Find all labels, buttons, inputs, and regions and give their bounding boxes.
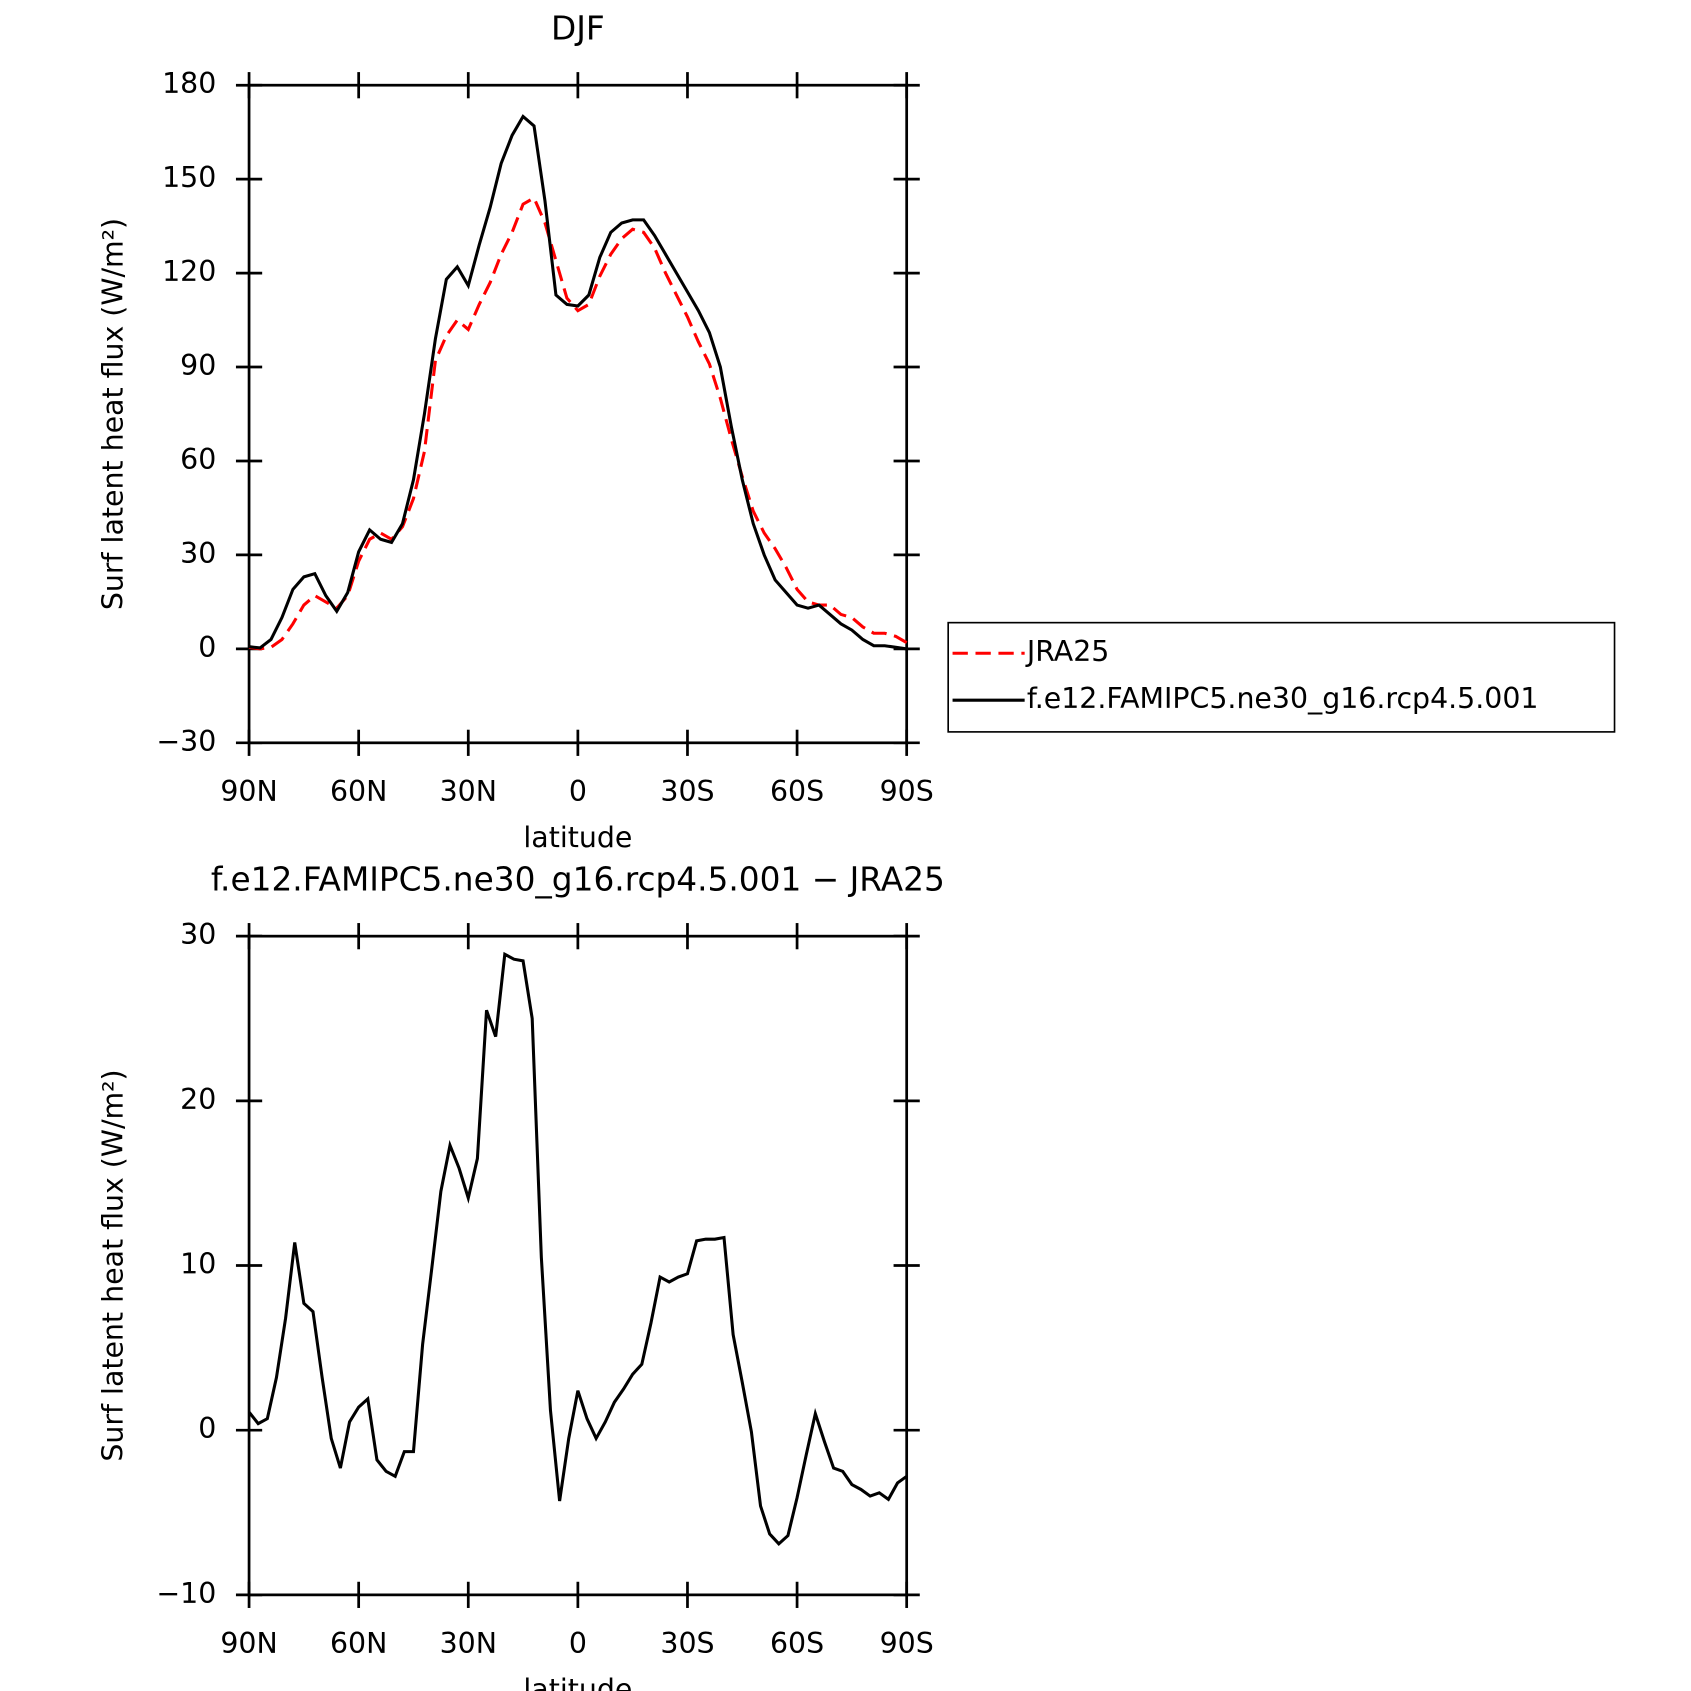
x-tick-label: 60S — [770, 1627, 824, 1660]
legend-label: JRA25 — [1025, 635, 1110, 668]
y-tick-label: 0 — [198, 1412, 216, 1445]
x-tick-label: 30S — [660, 775, 714, 808]
y-tick-label: 10 — [180, 1248, 216, 1281]
legend-box — [947, 621, 1616, 733]
chart-title: DJF — [551, 10, 605, 48]
x-tick-label: 60N — [330, 1627, 387, 1660]
y-tick-label: 90 — [180, 349, 216, 382]
y-tick-label: 120 — [162, 255, 216, 288]
x-tick-label: 90S — [880, 1627, 934, 1660]
y-tick-label: 60 — [180, 443, 216, 476]
y-tick-label: 20 — [180, 1083, 216, 1116]
x-tick-label: 90N — [220, 775, 277, 808]
y-axis-label: Surf latent heat flux (W/m²) — [97, 1069, 130, 1461]
y-tick-label: −30 — [156, 725, 216, 758]
data-line — [248, 195, 908, 651]
x-tick-label: 90S — [880, 775, 934, 808]
y-axis-label: Surf latent heat flux (W/m²) — [97, 218, 130, 610]
x-tick-label: 30N — [440, 1627, 497, 1660]
y-tick-label: 180 — [162, 67, 216, 100]
y-tick-label: −10 — [156, 1577, 216, 1610]
plot-frame — [247, 83, 909, 745]
x-tick-label: 60N — [330, 775, 387, 808]
x-tick-label: 30S — [660, 1627, 714, 1660]
x-tick-label: 0 — [569, 775, 587, 808]
x-tick-label: 30N — [440, 775, 497, 808]
x-tick-label: 0 — [569, 1627, 587, 1660]
x-tick-label: 60S — [770, 775, 824, 808]
legend-label: f.e12.FAMIPC5.ne30_g16.rcp4.5.001 — [1027, 682, 1539, 715]
data-line — [248, 114, 907, 651]
x-tick-label: 90N — [220, 1627, 277, 1660]
y-tick-label: 150 — [162, 161, 216, 194]
x-axis-label: latitude — [523, 821, 632, 854]
x-axis-label: latitude — [523, 1673, 632, 1691]
y-tick-label: 30 — [180, 537, 216, 570]
data-line — [247, 951, 908, 1546]
plot-frame — [247, 934, 909, 1597]
y-tick-label: 30 — [180, 918, 216, 951]
y-tick-label: 0 — [198, 631, 216, 664]
chart-title: f.e12.FAMIPC5.ne30_g16.rcp4.5.001 − JRA2… — [211, 861, 945, 899]
